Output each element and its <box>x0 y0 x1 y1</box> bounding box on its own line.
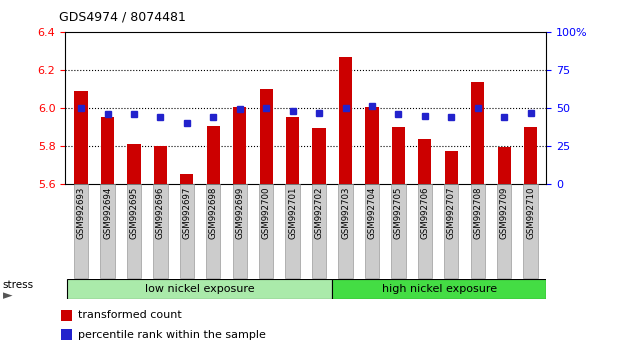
Text: GSM992694: GSM992694 <box>103 187 112 239</box>
Bar <box>392 127 405 184</box>
Bar <box>180 173 194 184</box>
Bar <box>259 184 273 278</box>
Bar <box>61 329 72 340</box>
Bar <box>365 107 379 184</box>
Bar <box>445 151 458 184</box>
Text: GSM992697: GSM992697 <box>183 187 191 239</box>
Bar <box>524 184 538 278</box>
Text: GSM992709: GSM992709 <box>500 187 509 239</box>
Text: GSM992693: GSM992693 <box>76 187 86 239</box>
Bar <box>339 57 352 184</box>
Text: stress: stress <box>2 280 34 290</box>
Bar <box>127 184 141 278</box>
Text: GSM992701: GSM992701 <box>288 187 297 239</box>
Bar <box>67 279 332 299</box>
Bar <box>338 184 353 278</box>
Text: GSM992696: GSM992696 <box>156 187 165 239</box>
Text: GSM992710: GSM992710 <box>526 187 535 239</box>
Bar <box>153 184 168 278</box>
Text: GSM992695: GSM992695 <box>129 187 138 239</box>
Bar <box>127 144 140 184</box>
Bar <box>207 126 220 184</box>
Bar <box>74 184 88 278</box>
Bar <box>418 139 432 184</box>
Bar <box>497 147 511 184</box>
Bar <box>206 184 220 278</box>
Text: GSM992698: GSM992698 <box>209 187 218 239</box>
Text: GSM992700: GSM992700 <box>261 187 271 239</box>
Text: high nickel exposure: high nickel exposure <box>381 284 497 294</box>
Text: transformed count: transformed count <box>78 310 181 320</box>
Text: GDS4974 / 8074481: GDS4974 / 8074481 <box>59 11 186 24</box>
Text: percentile rank within the sample: percentile rank within the sample <box>78 330 265 340</box>
Text: GSM992703: GSM992703 <box>341 187 350 239</box>
Text: GSM992702: GSM992702 <box>315 187 324 239</box>
Text: GSM992707: GSM992707 <box>446 187 456 239</box>
Bar <box>497 184 511 278</box>
Bar <box>444 184 458 278</box>
Bar <box>312 128 325 184</box>
Bar <box>418 184 432 278</box>
Bar <box>332 279 546 299</box>
Text: low nickel exposure: low nickel exposure <box>145 284 255 294</box>
Bar <box>286 116 299 184</box>
Bar <box>61 310 72 321</box>
Bar <box>75 91 88 184</box>
Bar <box>260 89 273 184</box>
Bar <box>524 127 537 184</box>
Text: GSM992708: GSM992708 <box>473 187 483 239</box>
Bar <box>286 184 300 278</box>
Bar <box>365 184 379 278</box>
Bar <box>101 116 114 184</box>
Text: GSM992705: GSM992705 <box>394 187 403 239</box>
Bar <box>391 184 406 278</box>
Bar <box>471 184 485 278</box>
Bar <box>233 184 247 278</box>
Bar <box>154 146 167 184</box>
Bar <box>101 184 115 278</box>
Text: GSM992699: GSM992699 <box>235 187 244 239</box>
Bar <box>471 82 484 184</box>
Bar <box>179 184 194 278</box>
Text: GSM992706: GSM992706 <box>420 187 429 239</box>
Text: ►: ► <box>3 289 12 302</box>
Text: GSM992704: GSM992704 <box>368 187 376 239</box>
Bar <box>233 107 247 184</box>
Bar <box>312 184 326 278</box>
